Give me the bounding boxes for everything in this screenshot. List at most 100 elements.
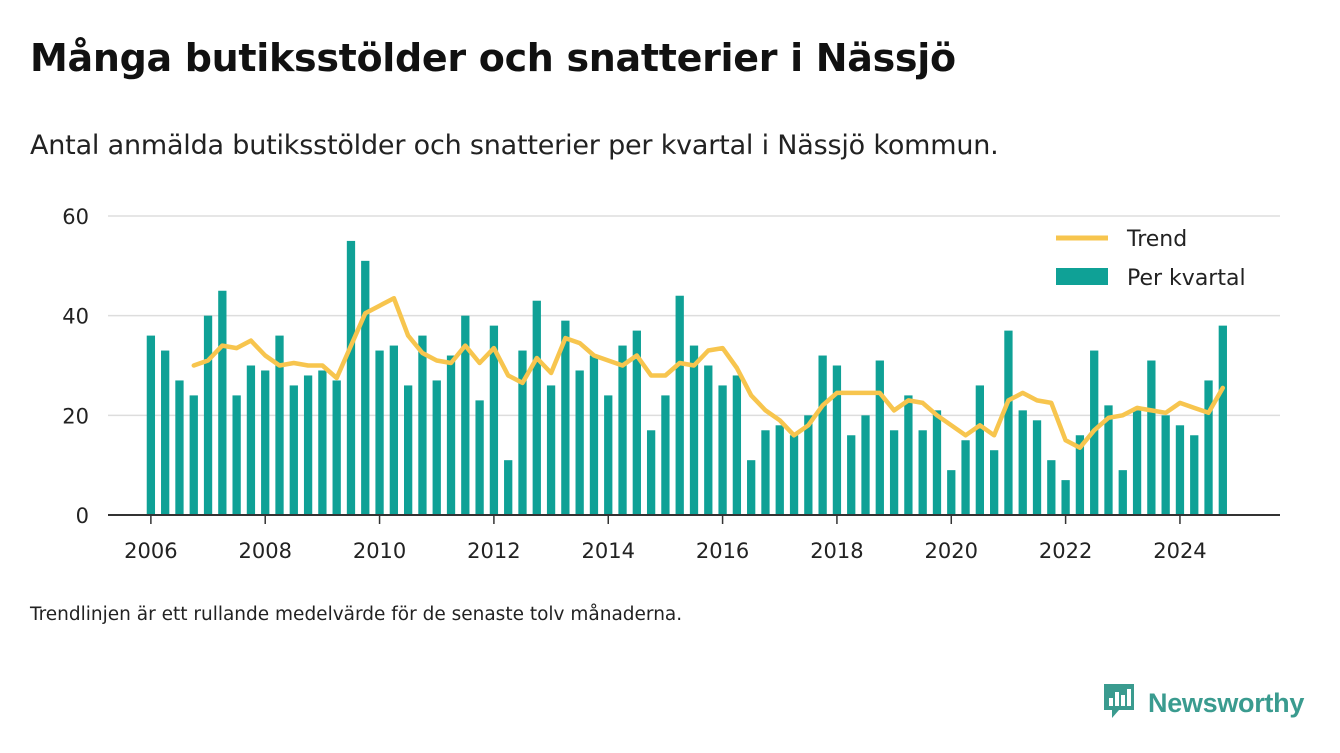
trend-line bbox=[191, 295, 1226, 450]
y-tick-label: 60 bbox=[62, 205, 89, 229]
legend-trend-label: Trend bbox=[1126, 227, 1187, 252]
bar bbox=[1004, 330, 1013, 515]
bar bbox=[646, 430, 656, 515]
bar bbox=[818, 355, 827, 515]
bar bbox=[1147, 360, 1156, 515]
x-tick-label: 2008 bbox=[238, 539, 291, 563]
bar bbox=[932, 410, 942, 515]
x-tick-label: 2022 bbox=[1039, 539, 1092, 563]
bar bbox=[203, 315, 213, 515]
brand-name: Newsworthy bbox=[1148, 687, 1305, 718]
newsworthy-logo-icon bbox=[1102, 682, 1136, 724]
bar bbox=[318, 370, 327, 515]
bar bbox=[661, 395, 670, 515]
bar bbox=[961, 440, 970, 515]
bar bbox=[289, 385, 298, 515]
x-tick-label: 2020 bbox=[925, 539, 978, 563]
bar bbox=[261, 370, 270, 515]
bar bbox=[1204, 380, 1213, 515]
bar bbox=[1061, 480, 1070, 515]
chart: 0 20 40 60 2006 2008 2010 2012 2014 2016 2018 2020 2… bbox=[62, 205, 1280, 563]
bar bbox=[1032, 420, 1042, 515]
chart-title: Många butiksstölder och snatterier i Näs… bbox=[30, 36, 956, 80]
bar bbox=[146, 335, 156, 515]
bar bbox=[504, 460, 513, 515]
bar bbox=[1118, 470, 1127, 515]
bar bbox=[418, 335, 427, 515]
x-tick-label: 2016 bbox=[696, 539, 749, 563]
bar bbox=[875, 360, 884, 515]
bar bbox=[589, 355, 599, 515]
bar bbox=[518, 350, 527, 515]
brand-logo[interactable]: Newsworthy bbox=[1102, 682, 1304, 724]
bar bbox=[975, 385, 984, 515]
bar bbox=[404, 385, 413, 515]
x-tick-label: 2018 bbox=[810, 539, 863, 563]
bar bbox=[747, 460, 756, 515]
bar bbox=[604, 395, 613, 515]
bar bbox=[461, 315, 470, 515]
bar bbox=[732, 375, 742, 515]
legend-bar-swatch bbox=[1056, 268, 1108, 285]
bar bbox=[1161, 415, 1170, 515]
bar bbox=[303, 375, 313, 515]
bar bbox=[275, 335, 284, 515]
bar bbox=[232, 395, 241, 515]
bar bbox=[618, 345, 627, 515]
bar bbox=[1175, 425, 1185, 515]
bar bbox=[575, 370, 584, 515]
bar bbox=[904, 395, 913, 515]
bar bbox=[804, 415, 813, 515]
bar bbox=[532, 300, 541, 515]
x-tick-label: 2024 bbox=[1153, 539, 1206, 563]
bar bbox=[346, 240, 356, 515]
bar bbox=[775, 425, 784, 515]
y-tick-label: 40 bbox=[62, 305, 89, 329]
bar bbox=[389, 345, 398, 515]
bar bbox=[675, 295, 684, 515]
x-tick-label: 2010 bbox=[353, 539, 406, 563]
x-tick-label: 2014 bbox=[582, 539, 635, 563]
bar bbox=[189, 395, 198, 515]
bar bbox=[332, 380, 341, 515]
bar bbox=[1132, 410, 1142, 515]
bar bbox=[704, 365, 713, 515]
bar bbox=[1075, 435, 1085, 515]
legend-bar-label: Per kvartal bbox=[1127, 266, 1246, 291]
bar bbox=[489, 325, 499, 515]
bar bbox=[832, 365, 842, 515]
x-tick-label: 2012 bbox=[467, 539, 520, 563]
legend-box bbox=[1048, 219, 1260, 301]
bar bbox=[546, 385, 556, 515]
x-tick-label: 2006 bbox=[124, 539, 177, 563]
chart-subtitle: Antal anmälda butiksstölder och snatteri… bbox=[30, 130, 999, 161]
bar bbox=[789, 435, 799, 515]
bar bbox=[761, 430, 770, 515]
bar bbox=[847, 435, 856, 515]
bar bbox=[689, 345, 699, 515]
bar bbox=[1190, 435, 1199, 515]
bar bbox=[375, 350, 384, 515]
bar bbox=[432, 380, 441, 515]
bar bbox=[475, 400, 484, 515]
bar bbox=[1047, 460, 1056, 515]
chart-footnote: Trendlinjen är ett rullande medelvärde f… bbox=[30, 604, 683, 625]
bar bbox=[1218, 325, 1227, 515]
bar bbox=[246, 365, 256, 515]
y-tick-label: 0 bbox=[76, 504, 89, 528]
y-tick-label: 20 bbox=[62, 404, 89, 428]
bar bbox=[175, 380, 184, 515]
bar bbox=[1018, 410, 1027, 515]
bar bbox=[632, 330, 641, 515]
bar bbox=[861, 415, 870, 515]
bar bbox=[161, 350, 170, 515]
bar bbox=[1104, 405, 1113, 515]
bar bbox=[361, 260, 370, 515]
bar bbox=[561, 320, 570, 515]
bar bbox=[889, 430, 899, 515]
bar bbox=[718, 385, 727, 515]
bar bbox=[947, 470, 956, 515]
bar bbox=[990, 450, 999, 515]
bar bbox=[918, 430, 927, 515]
bar bbox=[218, 290, 227, 515]
